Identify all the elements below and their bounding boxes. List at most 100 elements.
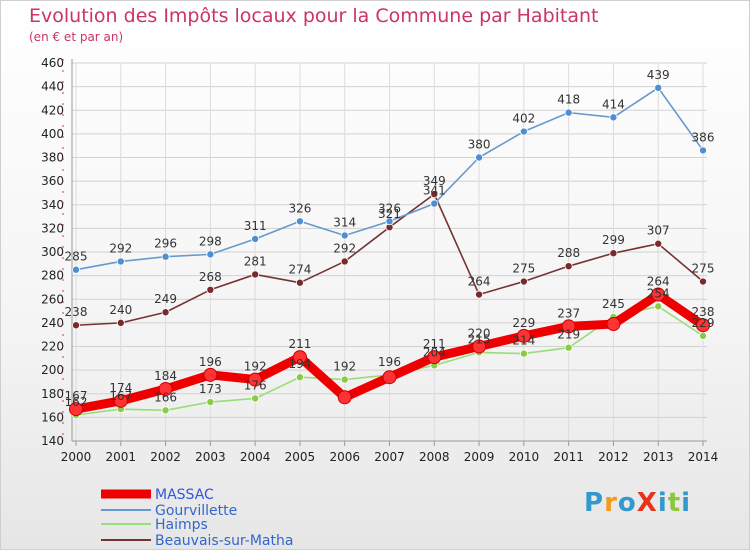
y-tick-label: 300	[41, 245, 64, 259]
data-point-gourvillette	[251, 235, 260, 244]
y-tick-label: 360	[41, 174, 64, 188]
legend-label-gourvillette: Gourvillette	[155, 503, 237, 519]
data-point-gourvillette	[654, 83, 663, 92]
data-label-gourvillette: 311	[244, 219, 267, 233]
data-label-haimps: 196	[378, 355, 401, 369]
logo-letter: t	[667, 488, 682, 518]
data-point-massac	[561, 319, 576, 334]
data-point-gourvillette	[519, 127, 528, 136]
x-tick-label: 2002	[150, 450, 181, 464]
data-label-beauvais-sur-matha: 275	[692, 262, 715, 276]
x-tick-label: 2003	[195, 450, 226, 464]
data-point-haimps	[699, 331, 708, 340]
data-label-massac: 192	[244, 360, 267, 374]
legend: MASSACGourvilletteHaimpsBeauvais-sur-Mat…	[101, 487, 293, 549]
chart-title: Evolution des Impôts locaux pour la Comm…	[29, 5, 599, 27]
data-label-gourvillette: 439	[647, 68, 670, 82]
data-label-haimps: 176	[244, 378, 267, 392]
x-tick-label: 2014	[688, 450, 719, 464]
data-label-beauvais-sur-matha: 349	[423, 174, 446, 188]
data-point-massac	[516, 328, 531, 343]
data-point-beauvais-sur-matha	[206, 285, 215, 294]
data-label-haimps: 204	[423, 345, 446, 359]
y-tick-label: 160	[41, 410, 64, 424]
data-label-gourvillette: 326	[378, 201, 401, 215]
data-point-gourvillette	[340, 231, 349, 240]
data-label-beauvais-sur-matha: 268	[199, 270, 222, 284]
data-point-massac	[203, 367, 218, 382]
data-label-gourvillette: 414	[602, 97, 625, 111]
data-label-massac: 211	[288, 337, 311, 351]
data-label-massac: 184	[154, 369, 177, 383]
data-label-gourvillette: 292	[109, 241, 132, 255]
data-label-beauvais-sur-matha: 249	[154, 292, 177, 306]
data-label-beauvais-sur-matha: 307	[647, 224, 670, 238]
logo-letter: P	[584, 488, 605, 518]
y-tick-label: 140	[41, 434, 64, 448]
y-tick-label: 320	[41, 221, 64, 235]
data-point-haimps	[519, 349, 528, 358]
data-point-massac	[427, 350, 442, 365]
data-label-gourvillette: 418	[557, 93, 580, 107]
x-tick-label: 2011	[553, 450, 584, 464]
y-tick-label: 420	[41, 103, 64, 117]
data-label-haimps: 254	[647, 286, 670, 300]
y-tick-label: 340	[41, 198, 64, 212]
data-label-haimps: 194	[288, 357, 311, 371]
x-tick-label: 2013	[643, 450, 674, 464]
data-label-haimps: 219	[557, 328, 580, 342]
data-label-beauvais-sur-matha: 321	[378, 207, 401, 221]
data-point-gourvillette	[72, 265, 81, 274]
x-tick-label: 2007	[374, 450, 405, 464]
x-tick-label: 2000	[61, 450, 92, 464]
data-point-beauvais-sur-matha	[251, 270, 260, 279]
data-point-gourvillette	[699, 146, 708, 155]
data-point-haimps	[161, 406, 170, 415]
data-point-gourvillette	[564, 108, 573, 117]
y-tick-label: 240	[41, 316, 64, 330]
data-label-haimps: 245	[602, 297, 625, 311]
x-tick-label: 2010	[509, 450, 540, 464]
series-lines	[69, 83, 710, 420]
logo-letter: X	[636, 488, 658, 518]
data-label-beauvais-sur-matha: 264	[468, 275, 491, 289]
data-label-haimps: 192	[333, 360, 356, 374]
y-tick-label: 220	[41, 340, 64, 354]
data-point-beauvais-sur-matha	[699, 277, 708, 286]
chart-subtitle: (en € et par an)	[29, 30, 124, 44]
data-point-massac	[696, 318, 710, 333]
data-point-gourvillette	[206, 250, 215, 259]
y-tick-label: 400	[41, 127, 64, 141]
data-point-gourvillette	[475, 153, 484, 162]
data-label-haimps: 166	[154, 390, 177, 404]
data-point-gourvillette	[161, 252, 170, 261]
data-label-massac: 211	[423, 337, 446, 351]
y-tick-label: 460	[41, 56, 64, 70]
data-point-massac	[337, 390, 352, 405]
x-tick-label: 2004	[240, 450, 271, 464]
data-point-haimps	[564, 343, 573, 352]
legend-label-beauvais-sur-matha: Beauvais-sur-Matha	[155, 533, 293, 549]
data-label-beauvais-sur-matha: 238	[65, 305, 88, 319]
data-point-haimps	[251, 394, 260, 403]
x-tick-label: 2005	[285, 450, 316, 464]
y-tick-label: 180	[41, 387, 64, 401]
logo-letter: o	[617, 488, 637, 518]
data-point-haimps	[340, 375, 349, 384]
data-point-gourvillette	[295, 217, 304, 226]
data-point-beauvais-sur-matha	[609, 249, 618, 258]
data-label-haimps: 162	[65, 395, 88, 409]
data-point-beauvais-sur-matha	[340, 257, 349, 266]
data-label-gourvillette: 298	[199, 234, 222, 248]
data-point-massac	[606, 317, 621, 332]
data-label-beauvais-sur-matha: 299	[602, 233, 625, 247]
data-label-massac: 237	[557, 306, 580, 320]
data-point-massac	[158, 382, 173, 397]
x-tick-label: 2008	[419, 450, 450, 464]
data-point-massac	[248, 372, 263, 387]
data-labels: 238 240 249 268 281 274 292 321 349 264 275 288 299 3…	[65, 68, 715, 409]
proxiti-logo: ProXiti	[584, 488, 691, 518]
logo-letter: r	[604, 488, 618, 518]
data-label-haimps: 229	[692, 316, 715, 330]
